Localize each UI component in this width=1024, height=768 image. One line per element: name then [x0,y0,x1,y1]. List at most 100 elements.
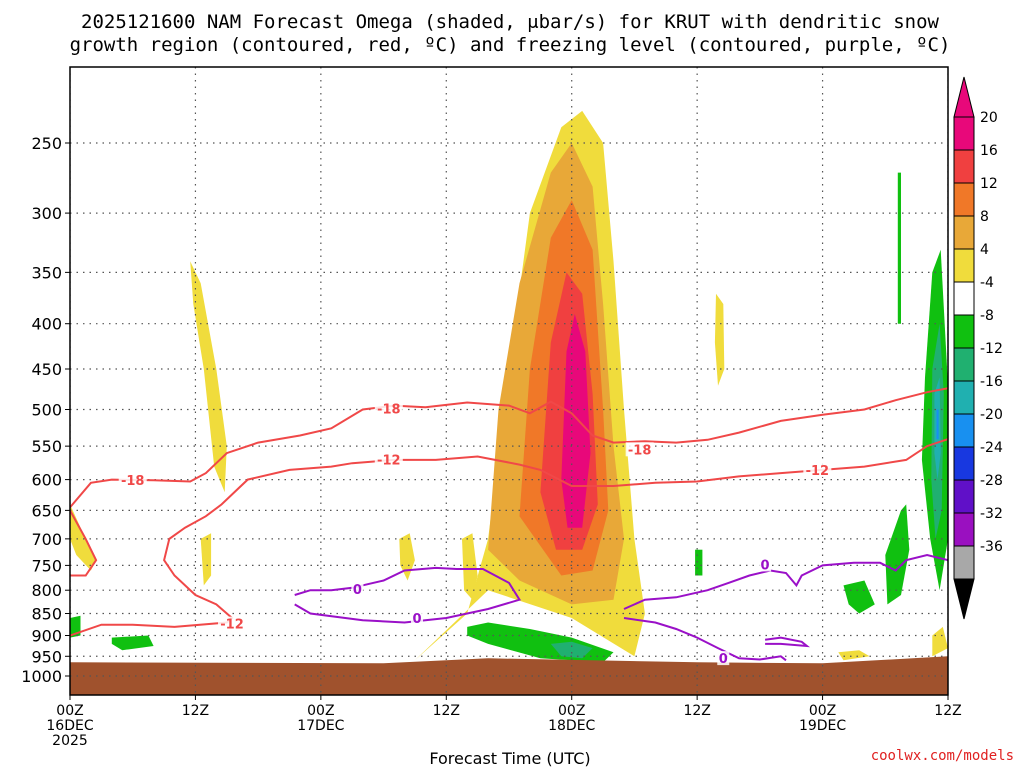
purple-label-bg-0 [351,582,364,597]
chart-title-line1: 2025121600 NAM Forecast Omega (shaded, μ… [81,11,939,33]
colorbar-swatch-13 [953,545,975,580]
purple-contour-0 [294,566,522,624]
purple-label-3: 0 [761,558,770,573]
red-contour-2 [70,438,948,637]
colorbar-label-11: -28 [980,473,1003,489]
colorbar-swatch-9 [953,413,975,448]
plot-inner: -18 -18 -18 -12 -12 -12 0 0 0 0 [70,67,948,695]
omega-region-10 [714,293,725,386]
y-tick-label-250: 250 [31,134,62,153]
red-label-3: -12 [377,454,401,469]
red-label-bg-5 [218,616,247,631]
omega-region-12 [932,626,948,657]
colorbar-swatch-2 [953,182,975,217]
x-tick-label-2-1: 17DEC [297,718,344,734]
purple-label-1: 0 [412,612,421,627]
colorbar-label-12: -32 [980,506,1003,522]
red-label-1: -18 [377,403,401,418]
colorbar-swatch-10 [953,446,975,481]
y-tick-label-550: 550 [31,437,62,456]
colorbar-top-arrow [953,76,975,118]
colorbar-label-3: 8 [980,209,989,225]
purple-label-bg-2 [717,651,730,666]
red-label-bg-3 [374,452,403,467]
colorbar-label-9: -20 [980,407,1003,423]
colorbar-swatch-4 [953,248,975,283]
colorbar-label-0: 20 [980,110,998,126]
red-label-4: -12 [806,464,830,479]
red-contour-0 [70,387,948,509]
red-label-0: -18 [121,474,145,489]
red-label-bg-2 [625,442,654,457]
colorbar-swatch-3 [953,215,975,250]
chart-title-line2: growth region (contoured, red, ºC) and f… [70,34,951,56]
red-contour-1 [70,509,98,577]
red-label-bg-0 [118,472,147,487]
x-tick-label-3-0: 12Z [433,703,460,719]
colorbar-label-6: -8 [980,308,994,324]
colorbar-label-8: -16 [980,374,1003,390]
x-tick-label-0-0: 00Z [56,703,83,719]
x-tick-label-0-1: 16DEC [46,718,93,734]
omega-region-9 [462,533,478,600]
y-tick-label-450: 450 [31,360,62,379]
red-label-bg-1 [374,401,403,416]
y-tick-label-300: 300 [31,204,62,223]
plot-frame [69,66,949,696]
omega-region-14 [550,641,593,659]
y-tick-label-850: 850 [31,605,62,624]
colorbar-label-13: -36 [980,539,1003,555]
x-tick-label-6-0: 00Z [809,703,836,719]
colorbar-swatch-0 [953,116,975,151]
omega-region-15 [111,635,154,651]
omega-region-18 [843,580,875,614]
omega-region-4 [561,314,591,528]
colorbar-label-1: 16 [980,143,998,159]
y-tick-label-650: 650 [31,501,62,520]
colorbar-label-5: -4 [980,275,994,291]
omega-region-11 [838,650,870,661]
y-tick-label-800: 800 [31,581,62,600]
colorbar-swatch-5 [953,281,975,316]
x-tick-label-1-0: 12Z [182,703,209,719]
x-tick-label-6-1: 19DEC [799,718,846,734]
colorbar-swatch-6 [953,314,975,349]
y-tick-label-750: 750 [31,556,62,575]
x-tick-label-5-0: 12Z [683,703,710,719]
red-label-5: -12 [220,618,244,633]
colorbar: 20 16 12 8 4 -4 -8 -12 -16 -20 -24 -28 -32 -36 [953,76,1003,620]
y-tick-label-950: 950 [31,647,62,666]
y-tick-label-500: 500 [31,401,62,420]
y-tick-label-600: 600 [31,471,62,490]
colorbar-swatch-7 [953,347,975,382]
red-label-bg-4 [803,463,832,478]
omega-region-19 [885,504,910,605]
purple-label-2: 0 [719,652,728,667]
colorbar-label-10: -24 [980,440,1003,456]
colorbar-swatch-11 [953,479,975,514]
purple-label-bg-1 [411,610,424,625]
x-tick-label-0-2: 2025 [52,733,88,749]
credit-text: coolwx.com/models [871,748,1014,764]
plot-area: -18 -18 -18 -12 -12 -12 0 0 0 0 250 300 350 400 450 500… [21,66,962,749]
y-tick-label-350: 350 [31,263,62,282]
colorbar-swatch-12 [953,512,975,547]
colorbar-label-7: -12 [980,341,1003,357]
colorbar-label-4: 4 [980,242,989,258]
y-tick-label-1000: 1000 [21,667,62,686]
colorbar-swatch-1 [953,149,975,184]
omega-region-20 [897,172,901,324]
purple-label-bg-3 [759,557,772,572]
omega-region-7 [200,533,212,586]
y-tick-label-400: 400 [31,315,62,334]
omega-region-24 [936,409,939,440]
x-tick-label-4-1: 18DEC [548,718,595,734]
y-tick-label-700: 700 [31,530,62,549]
x-tick-label-2-0: 00Z [307,703,334,719]
x-tick-label-7-0: 12Z [934,703,961,719]
colorbar-swatch-8 [953,380,975,415]
purple-contour-1 [623,553,948,610]
x-tick-label-4-0: 00Z [558,703,585,719]
red-label-2: -18 [628,443,652,458]
